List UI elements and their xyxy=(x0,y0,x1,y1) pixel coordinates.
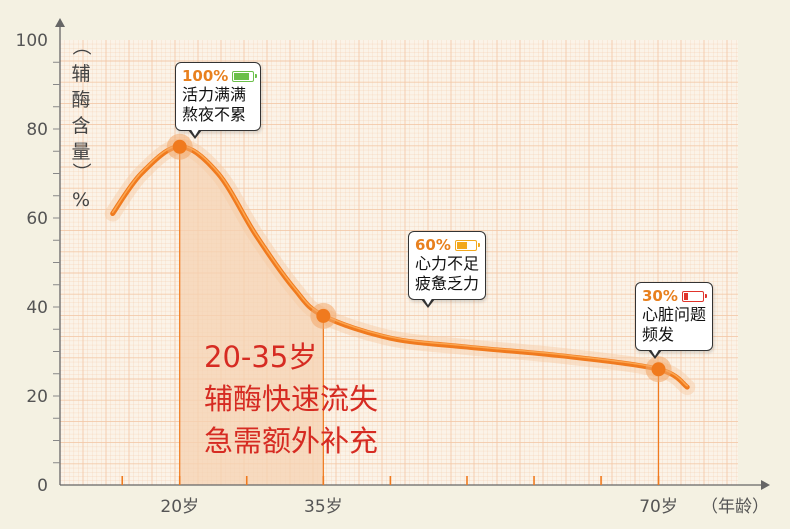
annotation-line-3: 急需额外补充 xyxy=(204,424,379,458)
callout-mid-line-2: 疲惫乏力 xyxy=(415,274,480,293)
callout-late: 30% 心脏问题 频发 xyxy=(635,282,714,359)
y-axis-arrow xyxy=(55,18,65,27)
callout-mid-percent: 60% xyxy=(415,236,451,254)
battery-low-icon xyxy=(681,290,707,302)
y-tick-label: 40 xyxy=(26,298,48,318)
callout-mid-line-1: 心力不足 xyxy=(415,254,480,273)
x-tick-label: 70岁 xyxy=(639,497,678,517)
y-axis-title-char: （ xyxy=(70,36,92,55)
callout-peak-line-1: 活力满满 xyxy=(182,85,247,104)
y-axis-title-char: 含 xyxy=(71,115,90,137)
data-point xyxy=(172,139,187,154)
callout-late-percent: 30% xyxy=(642,287,678,305)
battery-full-icon xyxy=(232,70,258,82)
annotation-line-2: 辅酶快速流失 xyxy=(204,382,379,416)
y-axis-title-char: ） xyxy=(70,162,92,181)
x-tick-label: 20岁 xyxy=(160,497,199,517)
battery-medium-icon xyxy=(454,239,480,251)
callout-peak-line-2: 熬夜不累 xyxy=(182,105,247,124)
x-axis-arrow xyxy=(761,480,770,490)
annotation-text: 20-35岁 辅酶快速流失 急需额外补充 xyxy=(204,336,378,462)
callout-late-line-1: 心脏问题 xyxy=(642,305,707,324)
y-tick-label: 80 xyxy=(26,120,48,140)
y-axis-title-char: 辅 xyxy=(71,63,90,85)
highlight-area xyxy=(179,146,324,486)
data-point xyxy=(316,308,331,323)
y-axis-title-char: % xyxy=(72,189,90,211)
x-tick-label: 35岁 xyxy=(304,497,343,517)
y-tick-label: 60 xyxy=(26,209,48,229)
callout-mid: 60% 心力不足 疲惫乏力 xyxy=(408,231,487,308)
callout-peak-percent: 100% xyxy=(182,67,229,85)
x-axis-title: （年龄） xyxy=(701,497,769,517)
data-point xyxy=(651,362,666,377)
callout-late-line-2: 频发 xyxy=(642,325,675,344)
callout-peak: 100% 活力满满 熬夜不累 xyxy=(175,62,262,139)
plot-background xyxy=(60,40,738,485)
y-axis-title-char: 量 xyxy=(71,141,90,163)
y-tick-label: 100 xyxy=(16,31,48,51)
y-tick-label: 20 xyxy=(26,387,48,407)
y-tick-label: 0 xyxy=(37,476,48,496)
annotation-line-1: 20-35岁 xyxy=(204,340,318,374)
y-axis-title-char: 酶 xyxy=(71,89,90,111)
